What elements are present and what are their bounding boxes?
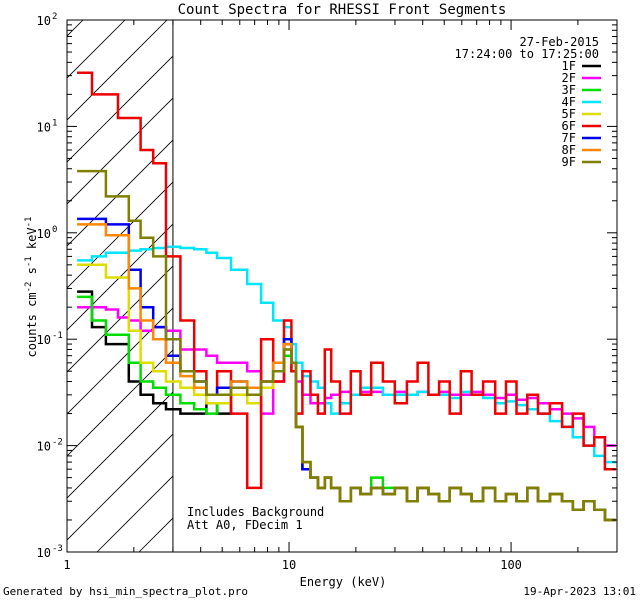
series-line-6f (77, 71, 616, 490)
x-tick-label: 10 (282, 558, 296, 572)
background-hatched-region (0, 0, 640, 552)
annotation-background: Includes Background (187, 505, 324, 519)
hatch-line (67, 223, 173, 331)
legend-label-8f: 8F (562, 143, 576, 157)
y-tick-exponent: -3 (52, 544, 63, 554)
y-tick-label: 10 (37, 227, 51, 241)
hatch-line (67, 307, 173, 415)
y-tick-label: 10 (37, 120, 51, 134)
legend-label-2f: 2F (562, 71, 576, 85)
y-tick-label: 10 (37, 440, 51, 454)
chart-title: Count Spectra for RHESSI Front Segments (178, 2, 507, 18)
y-tick-label: 10 (37, 546, 51, 560)
series-line-4f (77, 245, 616, 464)
hatch-line (349, 0, 640, 552)
footer-generated-by: Generated by hsi_min_spectra_plot.pro (3, 585, 248, 598)
series-line-7f (77, 217, 616, 522)
annotation-attenuator: Att A0, FDecim 1 (187, 518, 303, 532)
observation-time-range: 17:24:00 to 17:25:00 (455, 47, 600, 61)
hatch-line (67, 349, 173, 457)
y-tick-exponent: -1 (52, 331, 63, 341)
hatch-line (67, 97, 173, 205)
y-tick-exponent: 0 (52, 225, 57, 235)
series-line-9f (77, 169, 616, 522)
hatch-line (307, 0, 640, 552)
axis-ticks (66, 19, 618, 553)
y-tick-label: 10 (37, 14, 51, 28)
x-tick-labels: 1 10 100 (63, 558, 522, 572)
legend-label-7f: 7F (562, 131, 576, 145)
y-tick-label: 10 (37, 333, 51, 347)
footer-timestamp: 19-Apr-2023 13:01 (523, 585, 636, 598)
x-axis-label: Energy (keV) (300, 575, 387, 589)
hatch-line (67, 433, 173, 541)
hatch-line (67, 20, 168, 121)
hatch-line (67, 265, 173, 373)
x-tick-label: 1 (63, 558, 70, 572)
plot-frame (66, 19, 618, 553)
legend-label-5f: 5F (562, 107, 576, 121)
legend-label-6f: 6F (562, 119, 576, 133)
y-tick-exponent: 1 (52, 118, 57, 128)
hatch-line (96, 475, 173, 552)
y-tick-exponent: 2 (52, 12, 57, 22)
y-axis-label: counts cm-2 s-1 keV-1 (24, 217, 39, 358)
legend-label-1f: 1F (562, 59, 576, 73)
hatch-line (0, 0, 117, 552)
series-layer (77, 71, 616, 522)
y-tick-exponent: -2 (52, 438, 63, 448)
hatch-line (67, 139, 173, 247)
legend-label-4f: 4F (562, 95, 576, 109)
legend-label-9f: 9F (562, 155, 576, 169)
observation-date: 27-Feb-2015 (520, 35, 599, 49)
hatch-line (223, 0, 640, 552)
x-tick-label: 100 (500, 558, 522, 572)
hatch-line (67, 391, 173, 499)
hatch-line (265, 0, 640, 552)
legend-label-3f: 3F (562, 83, 576, 97)
